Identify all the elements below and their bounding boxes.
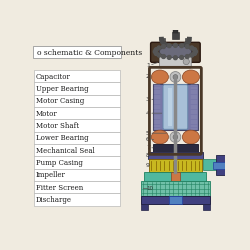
Ellipse shape [182,70,200,84]
Text: 6: 6 [146,137,150,142]
Bar [34,181,120,193]
Circle shape [167,56,171,59]
Bar [149,159,202,172]
Bar [214,162,227,168]
Circle shape [190,46,194,50]
Ellipse shape [159,46,192,58]
Text: Pump Casing: Pump Casing [36,159,83,167]
Circle shape [174,44,177,47]
Text: 4: 4 [146,111,150,116]
Bar [34,156,120,168]
Text: 8: 8 [146,153,150,158]
Circle shape [154,48,158,52]
Bar [140,196,210,204]
FancyBboxPatch shape [150,42,200,62]
FancyBboxPatch shape [160,55,191,68]
Text: Mechanical Seal: Mechanical Seal [36,147,95,155]
Bar [169,196,181,204]
Text: 10: 10 [146,186,153,191]
Bar [34,168,120,181]
Bar [171,172,180,181]
Bar [140,204,148,210]
Text: 9: 9 [146,163,150,168]
Bar [34,82,120,95]
Bar [202,159,224,170]
Bar [172,32,178,39]
Text: 1: 1 [146,63,150,68]
Text: Discharge: Discharge [36,196,72,204]
Circle shape [190,53,194,57]
Circle shape [167,44,171,48]
Ellipse shape [152,130,168,144]
Circle shape [185,45,189,48]
Circle shape [173,135,178,139]
FancyBboxPatch shape [33,46,121,58]
Circle shape [173,75,178,79]
Text: 7: 7 [146,145,150,150]
Text: 3: 3 [146,97,150,102]
Bar [202,204,210,210]
Bar [140,181,210,196]
Bar [162,38,165,47]
Circle shape [194,50,198,54]
Circle shape [193,52,196,56]
Bar [34,132,120,144]
Text: Motor Casing: Motor Casing [36,98,84,106]
Bar [173,30,178,33]
Text: Upper Bearing: Upper Bearing [36,85,88,93]
Bar [148,152,203,159]
Circle shape [157,46,161,50]
Bar [34,193,120,205]
Bar [186,38,189,47]
Circle shape [180,56,184,59]
Circle shape [157,53,161,57]
Circle shape [183,58,189,65]
Text: Impeller: Impeller [36,172,66,179]
Circle shape [162,45,166,48]
Text: Motor: Motor [36,110,58,118]
Bar [34,119,120,132]
Text: Lower Bearing: Lower Bearing [36,134,88,142]
Circle shape [154,52,158,56]
Bar [34,144,120,156]
Ellipse shape [182,130,200,144]
Circle shape [174,56,177,60]
Bar [34,70,120,82]
Circle shape [153,50,157,54]
Text: o schematic & Components: o schematic & Components [37,49,142,57]
Circle shape [170,72,181,82]
Circle shape [185,54,189,58]
Text: Motor Shaft: Motor Shaft [36,122,79,130]
Bar [34,107,120,119]
Circle shape [170,132,181,142]
Text: 2: 2 [146,74,150,80]
Bar [216,155,227,175]
Circle shape [180,44,184,48]
Text: 5: 5 [146,131,150,136]
Bar [168,88,172,126]
Bar [153,144,198,152]
Text: Fitter Screen: Fitter Screen [36,184,83,192]
Bar [144,172,206,181]
Text: Capacitor: Capacitor [36,73,71,81]
Ellipse shape [152,70,168,84]
Bar [34,95,120,107]
Bar [153,84,198,130]
FancyBboxPatch shape [163,85,188,129]
Circle shape [162,54,166,58]
Circle shape [193,48,196,52]
